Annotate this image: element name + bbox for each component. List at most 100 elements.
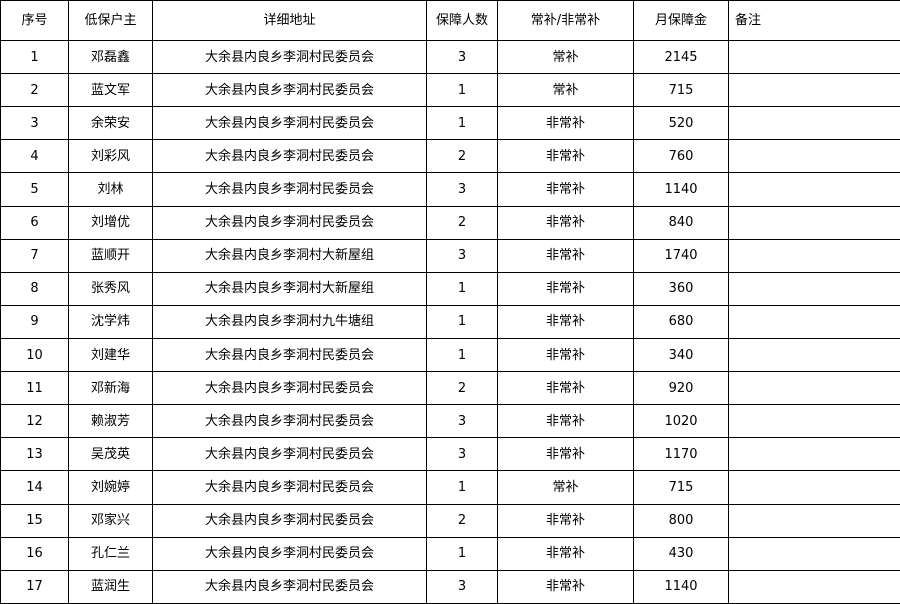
cell-name: 刘建华 <box>68 337 153 373</box>
cell-remark <box>728 437 900 472</box>
cell-type: 非常补 <box>497 404 634 439</box>
cell-name: 张秀风 <box>68 271 153 306</box>
cell-amount: 360 <box>633 271 729 306</box>
cell-address: 大余县内良乡李洞村民委员会 <box>152 139 427 174</box>
table-row: 9 沈学炜 大余县内良乡李洞村九牛塘组 1 非常补 680 <box>0 304 900 339</box>
cell-index: 4 <box>0 139 69 174</box>
cell-name: 蓝文军 <box>68 73 153 108</box>
cell-type: 常补 <box>497 470 634 505</box>
cell-address: 大余县内良乡李洞村民委员会 <box>152 205 427 240</box>
cell-type: 非常补 <box>497 271 634 306</box>
cell-amount: 715 <box>633 73 729 108</box>
cell-index: 2 <box>0 73 69 108</box>
cell-people: 1 <box>426 470 498 505</box>
cell-address: 大余县内良乡李洞村民委员会 <box>152 39 427 75</box>
cell-index: 5 <box>0 172 69 207</box>
cell-remark <box>728 503 900 538</box>
cell-people: 3 <box>426 172 498 207</box>
cell-name: 余荣安 <box>68 106 153 141</box>
cell-remark <box>728 238 900 273</box>
cell-index: 14 <box>0 470 69 505</box>
cell-address: 大余县内良乡李洞村民委员会 <box>152 404 427 439</box>
cell-address: 大余县内良乡李洞村民委员会 <box>152 437 427 472</box>
cell-remark <box>728 73 900 108</box>
cell-index: 17 <box>0 569 69 604</box>
cell-index: 1 <box>0 39 69 75</box>
table-body: 1 邓磊鑫 大余县内良乡李洞村民委员会 3 常补 2145 2 蓝文军 大余县内良乡李洞村民委员… <box>0 39 900 604</box>
header-people: 保障人数 <box>426 0 498 41</box>
cell-people: 2 <box>426 503 498 538</box>
table-row: 14 刘婉婷 大余县内良乡李洞村民委员会 1 常补 715 <box>0 470 900 505</box>
header-type: 常补/非常补 <box>497 0 634 41</box>
table-row: 11 邓新海 大余县内良乡李洞村民委员会 2 非常补 920 <box>0 371 900 406</box>
cell-name: 孔仁兰 <box>68 536 153 571</box>
cell-people: 3 <box>426 404 498 439</box>
cell-address: 大余县内良乡李洞村民委员会 <box>152 337 427 373</box>
cell-name: 邓磊鑫 <box>68 39 153 75</box>
cell-index: 11 <box>0 371 69 406</box>
cell-amount: 1140 <box>633 172 729 207</box>
cell-amount: 760 <box>633 139 729 174</box>
cell-index: 8 <box>0 271 69 306</box>
cell-type: 非常补 <box>497 106 634 141</box>
cell-address: 大余县内良乡李洞村大新屋组 <box>152 238 427 273</box>
cell-type: 非常补 <box>497 172 634 207</box>
cell-people: 3 <box>426 437 498 472</box>
cell-type: 非常补 <box>497 238 634 273</box>
cell-amount: 430 <box>633 536 729 571</box>
cell-address: 大余县内良乡李洞村民委员会 <box>152 536 427 571</box>
cell-type: 非常补 <box>497 304 634 339</box>
cell-index: 3 <box>0 106 69 141</box>
cell-amount: 520 <box>633 106 729 141</box>
cell-name: 刘彩风 <box>68 139 153 174</box>
cell-people: 1 <box>426 337 498 373</box>
table-row: 17 蓝润生 大余县内良乡李洞村民委员会 3 非常补 1140 <box>0 569 900 604</box>
cell-remark <box>728 205 900 240</box>
cell-index: 7 <box>0 238 69 273</box>
table-row: 4 刘彩风 大余县内良乡李洞村民委员会 2 非常补 760 <box>0 139 900 174</box>
cell-type: 非常补 <box>497 503 634 538</box>
cell-address: 大余县内良乡李洞村民委员会 <box>152 470 427 505</box>
cell-people: 1 <box>426 304 498 339</box>
cell-amount: 840 <box>633 205 729 240</box>
table-row: 12 赖淑芳 大余县内良乡李洞村民委员会 3 非常补 1020 <box>0 404 900 439</box>
table-row: 5 刘林 大余县内良乡李洞村民委员会 3 非常补 1140 <box>0 172 900 207</box>
header-address: 详细地址 <box>152 0 427 41</box>
cell-people: 1 <box>426 106 498 141</box>
cell-name: 刘婉婷 <box>68 470 153 505</box>
cell-name: 赖淑芳 <box>68 404 153 439</box>
header-remark: 备注 <box>728 0 900 41</box>
cell-people: 3 <box>426 238 498 273</box>
cell-remark <box>728 271 900 306</box>
cell-remark <box>728 569 900 604</box>
cell-type: 非常补 <box>497 337 634 373</box>
cell-address: 大余县内良乡李洞村民委员会 <box>152 73 427 108</box>
cell-address: 大余县内良乡李洞村民委员会 <box>152 106 427 141</box>
table-row: 13 吴茂英 大余县内良乡李洞村民委员会 3 非常补 1170 <box>0 437 900 472</box>
cell-name: 吴茂英 <box>68 437 153 472</box>
table-row: 8 张秀风 大余县内良乡李洞村大新屋组 1 非常补 360 <box>0 271 900 306</box>
cell-amount: 680 <box>633 304 729 339</box>
cell-amount: 800 <box>633 503 729 538</box>
header-amount: 月保障金 <box>633 0 729 41</box>
table-row: 16 孔仁兰 大余县内良乡李洞村民委员会 1 非常补 430 <box>0 536 900 571</box>
cell-people: 1 <box>426 536 498 571</box>
cell-remark <box>728 536 900 571</box>
cell-amount: 715 <box>633 470 729 505</box>
cell-amount: 1020 <box>633 404 729 439</box>
cell-people: 3 <box>426 569 498 604</box>
cell-type: 非常补 <box>497 437 634 472</box>
header-index: 序号 <box>0 0 69 41</box>
cell-name: 蓝顺开 <box>68 238 153 273</box>
table-row: 6 刘增优 大余县内良乡李洞村民委员会 2 非常补 840 <box>0 205 900 240</box>
cell-name: 邓家兴 <box>68 503 153 538</box>
cell-type: 常补 <box>497 73 634 108</box>
cell-people: 1 <box>426 73 498 108</box>
cell-index: 9 <box>0 304 69 339</box>
cell-name: 邓新海 <box>68 371 153 406</box>
cell-index: 10 <box>0 337 69 373</box>
cell-amount: 340 <box>633 337 729 373</box>
table-row: 10 刘建华 大余县内良乡李洞村民委员会 1 非常补 340 <box>0 337 900 373</box>
cell-amount: 920 <box>633 371 729 406</box>
